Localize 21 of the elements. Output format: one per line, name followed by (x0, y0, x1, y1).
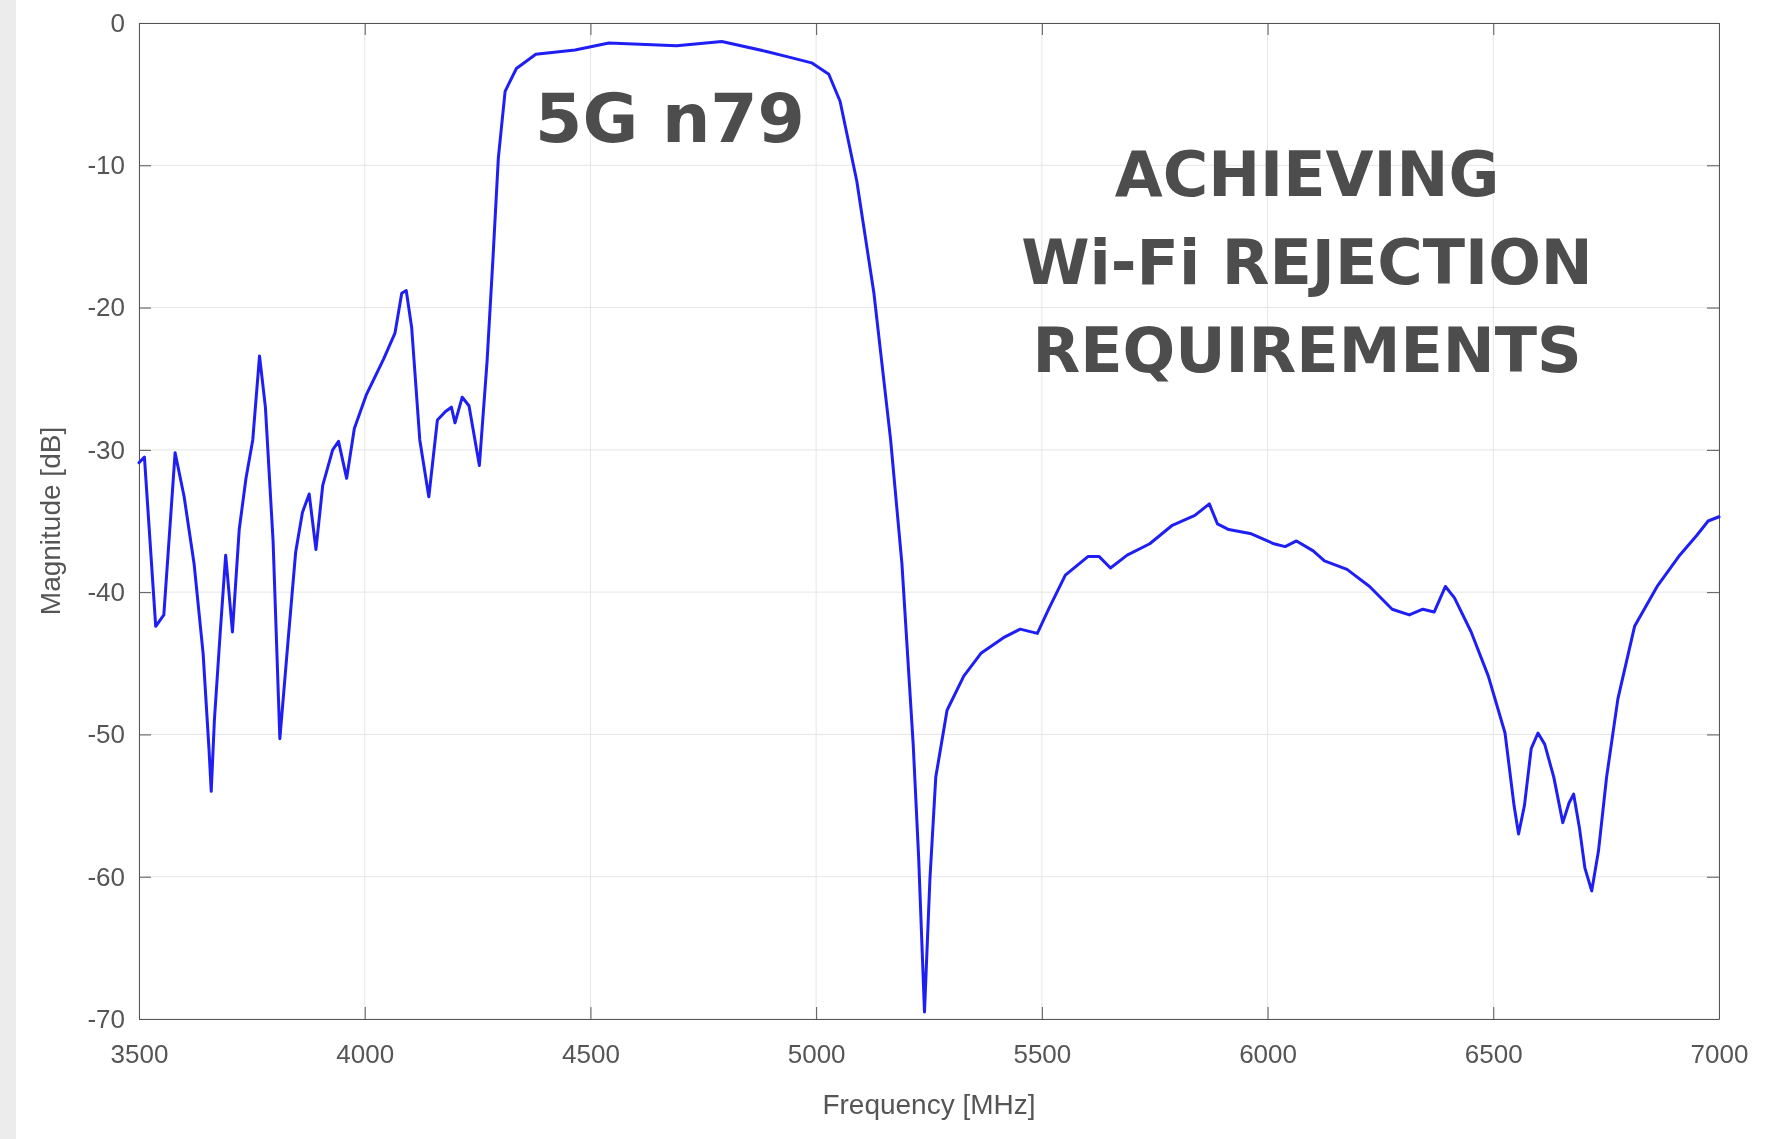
annotation: 5G n79 (535, 78, 805, 158)
y-tick-label: -70 (87, 1003, 125, 1034)
y-tick-label: -30 (87, 434, 125, 465)
y-tick-label: -40 (87, 576, 125, 607)
line-series (137, 40, 1721, 1014)
y-tick-label: -60 (87, 861, 125, 892)
y-tick-label: -10 (87, 150, 125, 181)
annotation: ACHIEVING Wi-Fi REJECTION REQUIREMENTS (1021, 138, 1593, 387)
x-tick-label: 4000 (336, 1039, 395, 1070)
x-tick-label: 6000 (1239, 1039, 1297, 1070)
x-tick-label: 4500 (562, 1039, 620, 1070)
y-tick-label: -50 (87, 719, 125, 750)
y-axis-title: Magnitude [dB] (35, 426, 66, 616)
y-tick-label: 0 (110, 7, 125, 38)
x-tick-label: 5500 (1013, 1039, 1072, 1070)
x-tick-label: 3500 (110, 1039, 169, 1070)
y-tick-label: -20 (87, 292, 125, 323)
x-axis-title: Frequency [MHz] (822, 1089, 1036, 1120)
x-tick-label: 7000 (1690, 1039, 1749, 1070)
x-tick-label: 6500 (1464, 1039, 1523, 1070)
x-tick-label: 5000 (787, 1039, 846, 1070)
